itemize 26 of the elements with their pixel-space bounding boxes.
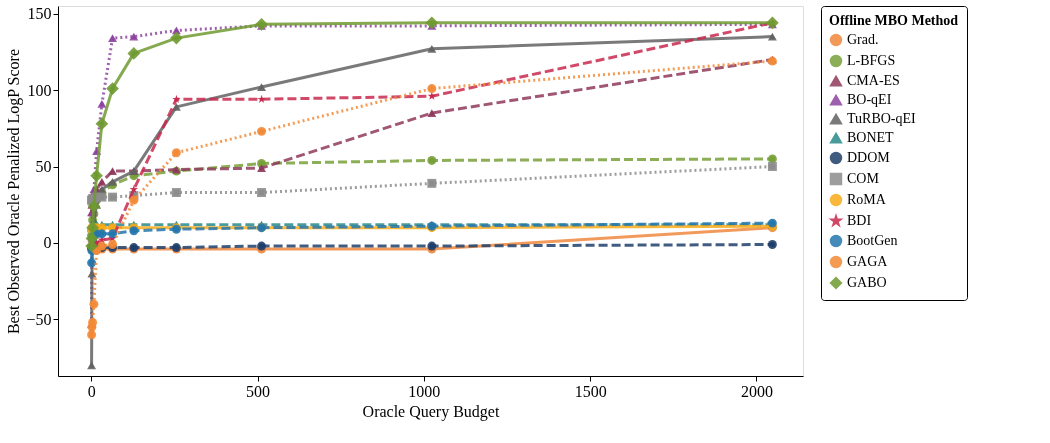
- x-axis-title: Oracle Query Budget: [362, 402, 500, 421]
- x-tick-label: 2000: [740, 382, 773, 400]
- legend-label: BO-qEI: [847, 92, 892, 107]
- legend-label: BootGen: [847, 233, 898, 248]
- y-tick-label: 0: [43, 234, 52, 252]
- y-tick-label: 50: [35, 158, 52, 176]
- y-axis-title: Best Observed Oracle Penalized LogP Score: [5, 48, 24, 335]
- legend-label: L-BFGS: [847, 53, 896, 68]
- legend-label: TuRBO-qEI: [847, 111, 917, 126]
- legend-label: DDOM: [847, 150, 891, 165]
- legend-label: GAGA: [847, 254, 889, 269]
- legend-label: BDI: [847, 213, 872, 228]
- legend-label: RoMA: [847, 192, 887, 207]
- legend-label: COM: [847, 171, 880, 186]
- y-tick-label: −50: [26, 310, 52, 328]
- x-tick-label: 500: [246, 382, 271, 400]
- x-tick-label: 0: [87, 382, 96, 400]
- y-tick-label: 100: [27, 81, 52, 99]
- legend-label: GABO: [847, 275, 887, 290]
- legend-title: Offline MBO Method: [829, 13, 959, 28]
- y-tick-label: 150: [27, 5, 52, 23]
- legend-label: BONET: [847, 130, 895, 145]
- x-tick-label: 1000: [408, 382, 441, 400]
- legend-label: CMA-ES: [847, 73, 900, 88]
- x-tick-label: 1500: [574, 382, 607, 400]
- legend-label: Grad.: [847, 32, 879, 47]
